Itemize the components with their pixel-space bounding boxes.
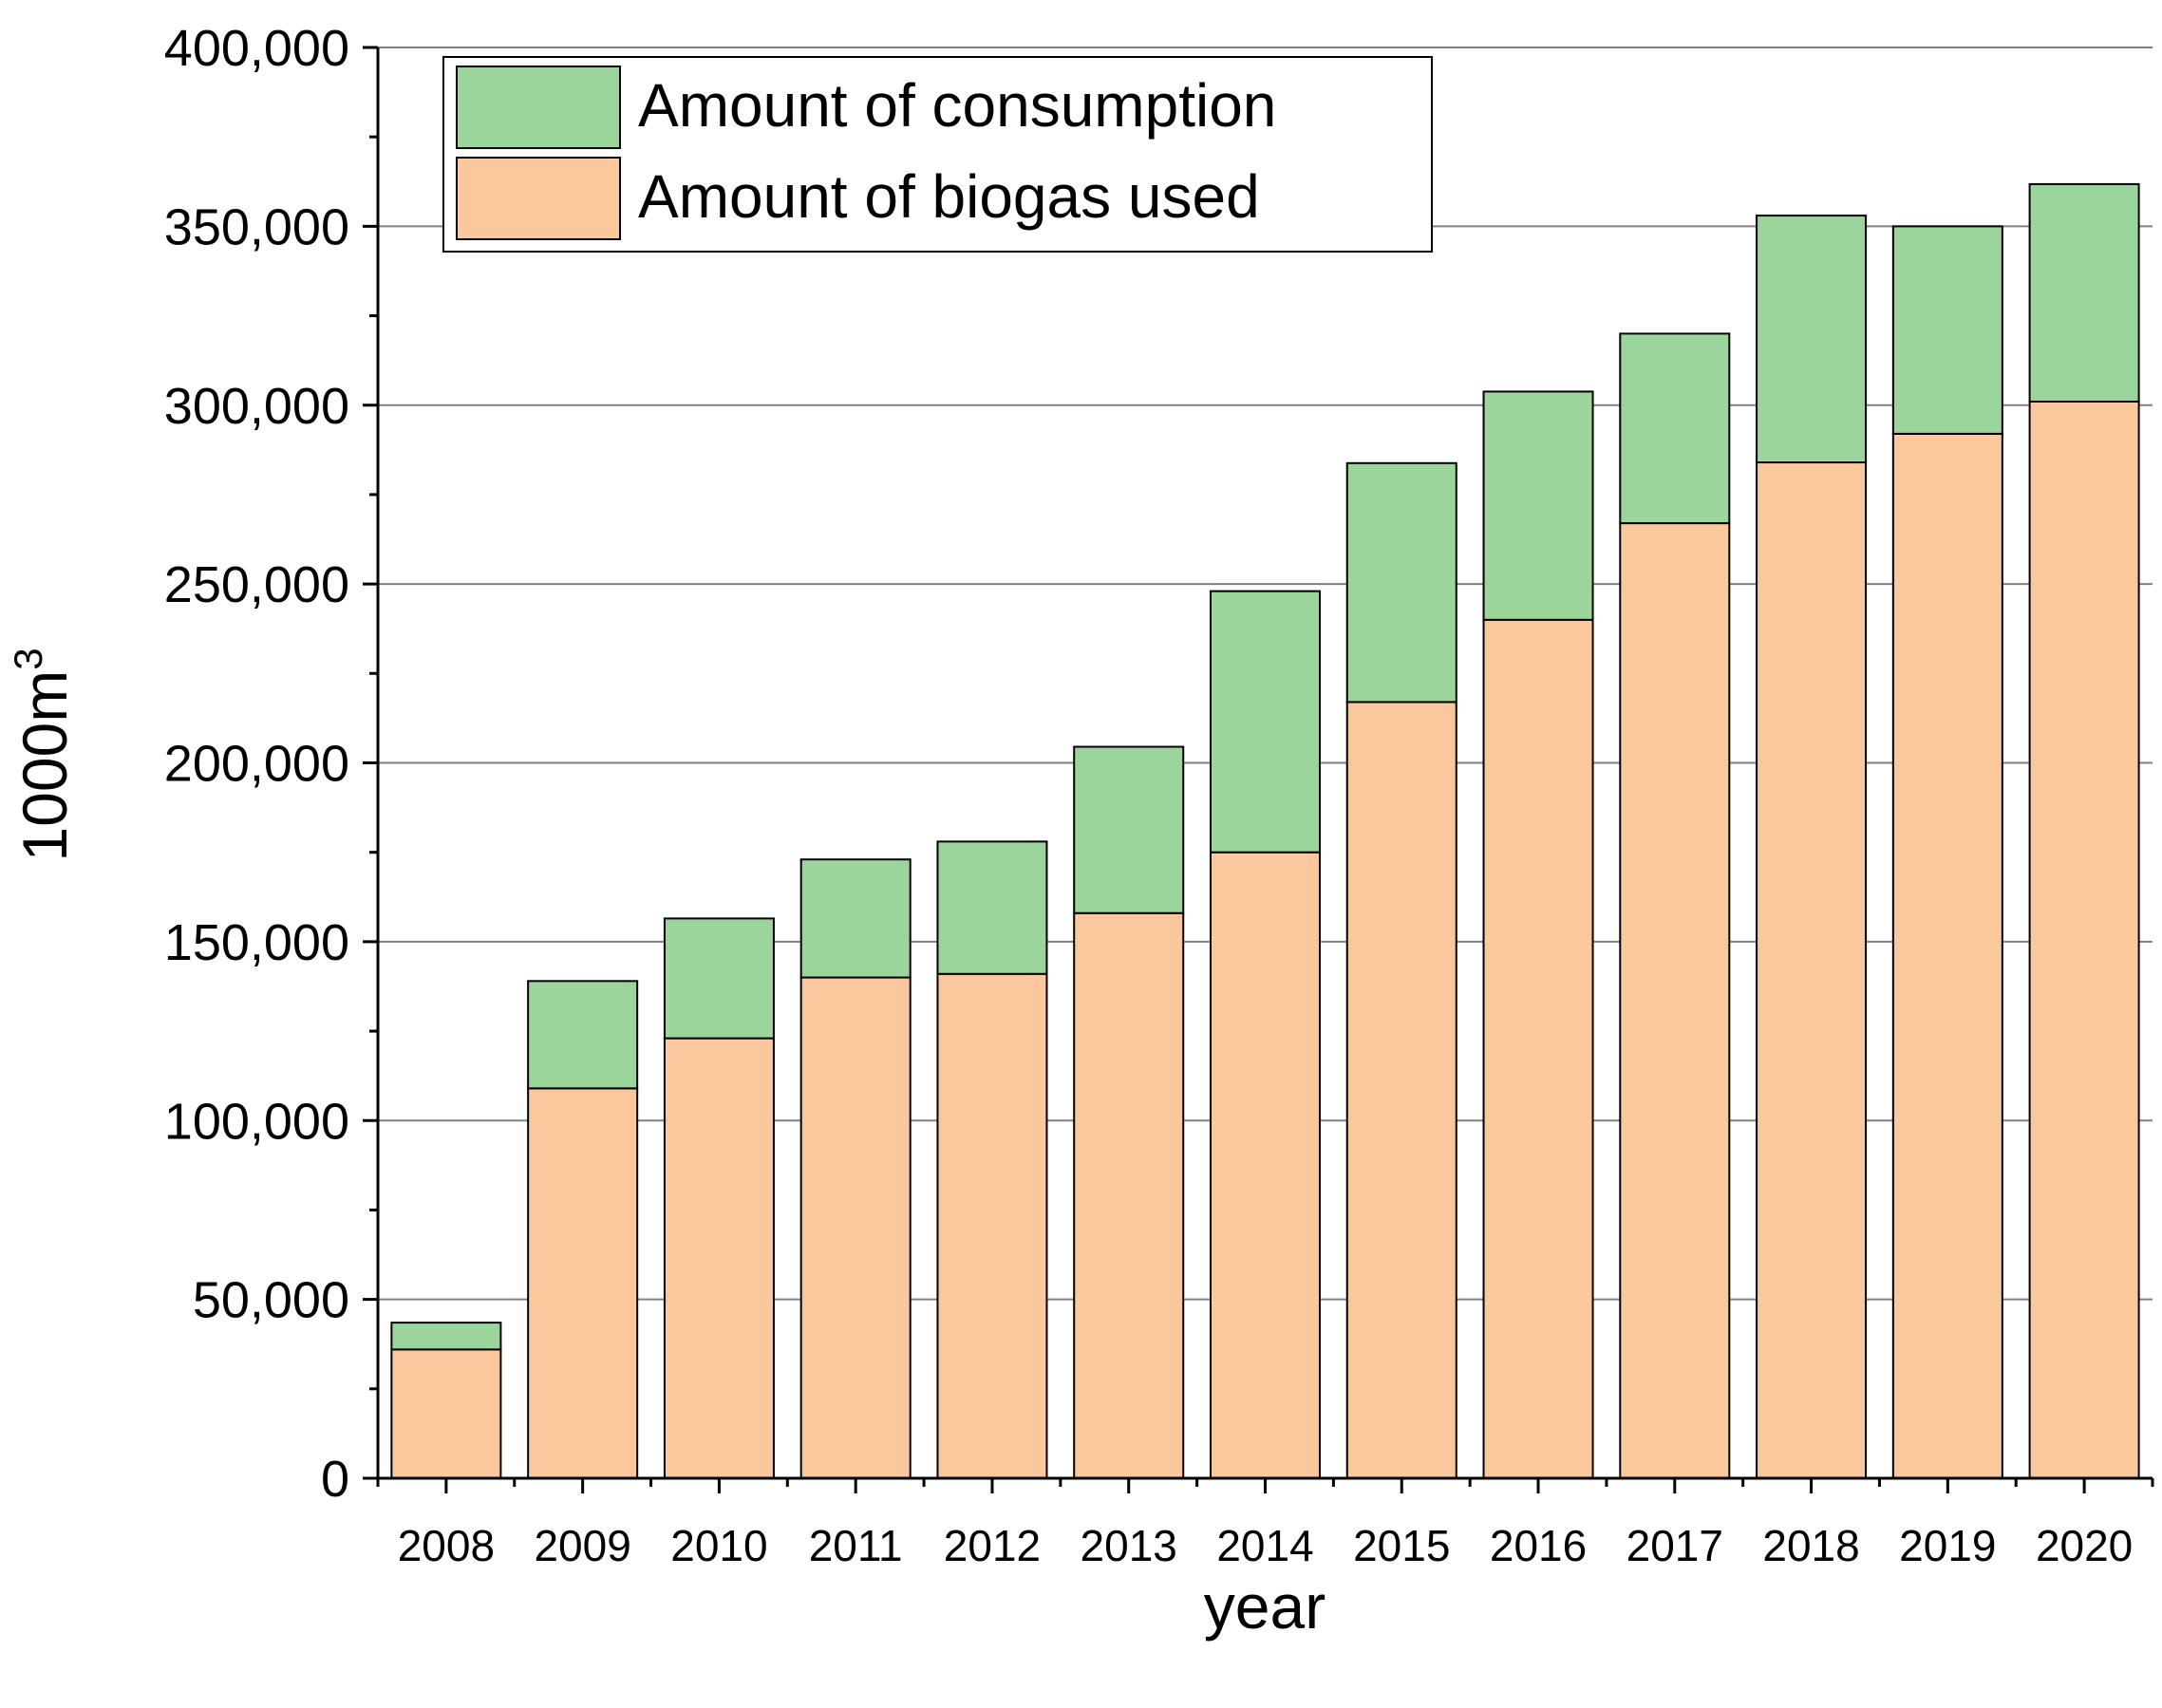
legend-label: Amount of biogas used <box>638 162 1260 231</box>
x-tick-label: 2015 <box>1353 1521 1450 1570</box>
bar-consumption <box>936 840 1048 975</box>
y-axis-label-superscript: 3 <box>6 648 50 669</box>
x-tick-label: 2012 <box>944 1521 1041 1570</box>
bar-biogas-used <box>663 1037 775 1480</box>
bar-biogas-used <box>390 1348 502 1479</box>
bar-biogas-used <box>2028 400 2140 1479</box>
bar-consumption <box>799 858 912 979</box>
y-axis-label-text: 1000m <box>9 670 80 862</box>
bar-biogas-used <box>936 972 1048 1479</box>
y-tick-label: 300,000 <box>164 378 349 435</box>
bar-consumption <box>1482 390 1594 621</box>
bar-consumption <box>390 1322 502 1351</box>
legend: Amount of consumption Amount of biogas us… <box>442 56 1433 253</box>
legend-label: Amount of consumption <box>638 71 1276 140</box>
y-tick-label: 150,000 <box>164 914 349 971</box>
bar-consumption <box>2028 182 2140 403</box>
y-tick-label: 400,000 <box>164 20 349 77</box>
x-tick-label: 2020 <box>2036 1521 2133 1570</box>
bar-biogas-used <box>1619 522 1731 1479</box>
x-axis-label: year <box>1204 1571 1325 1642</box>
bar-biogas-used <box>1482 618 1594 1479</box>
legend-swatch <box>456 157 621 240</box>
bar-consumption <box>663 917 775 1040</box>
legend-swatch <box>456 66 621 149</box>
bar-biogas-used <box>1756 461 1868 1479</box>
bar-biogas-used <box>527 1087 639 1480</box>
y-tick-label: 250,000 <box>164 556 349 613</box>
x-tick-label: 2010 <box>670 1521 767 1570</box>
bars <box>390 182 2140 1480</box>
y-tick-label: 200,000 <box>164 736 349 793</box>
axes: 0 50,000 100,000 150,000 200,000 250,000 300,0… <box>164 20 2154 1570</box>
x-tick-label: 2011 <box>809 1521 903 1570</box>
bar-biogas-used <box>1209 851 1322 1479</box>
x-tick-label: 2017 <box>1626 1521 1723 1570</box>
x-tick-label: 2008 <box>398 1521 495 1570</box>
x-tick-label: 2018 <box>1762 1521 1859 1570</box>
bar-biogas-used <box>799 976 912 1480</box>
bar-biogas-used <box>1073 911 1185 1479</box>
bar-consumption <box>527 980 639 1090</box>
y-tick-label: 50,000 <box>193 1272 349 1329</box>
y-tick-label: 350,000 <box>164 198 349 255</box>
x-tick-label: 2009 <box>534 1521 630 1570</box>
bar-consumption <box>1345 461 1457 704</box>
bar-consumption <box>1891 225 2003 435</box>
x-tick-label: 2016 <box>1490 1521 1587 1570</box>
bar-consumption <box>1619 332 1731 525</box>
bar-consumption <box>1073 745 1185 914</box>
x-tick-label: 2019 <box>1899 1521 1996 1570</box>
bar-biogas-used <box>1345 701 1457 1479</box>
y-tick-label: 100,000 <box>164 1093 349 1150</box>
x-tick-label: 2013 <box>1081 1521 1177 1570</box>
bar-consumption <box>1756 215 1868 464</box>
x-tick-label: 2014 <box>1216 1521 1313 1570</box>
bar-consumption <box>1209 590 1322 854</box>
y-axis-label: 1000m3 <box>6 648 80 861</box>
y-tick-label: 0 <box>321 1451 349 1508</box>
bar-biogas-used <box>1891 432 2003 1479</box>
